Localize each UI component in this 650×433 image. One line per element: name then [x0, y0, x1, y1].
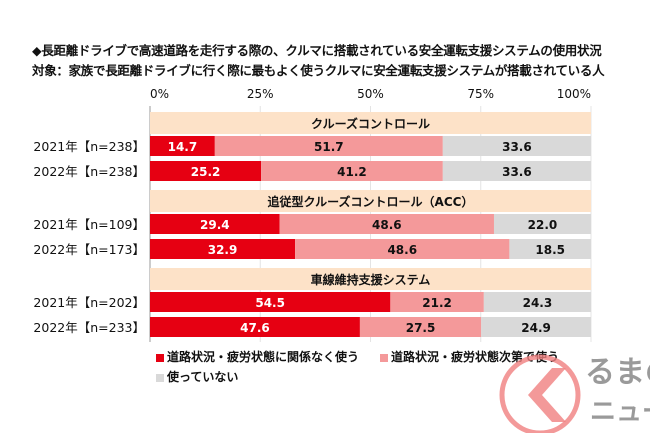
legend-swatch: [156, 353, 164, 362]
svg-text:るまの: るまの: [585, 355, 650, 390]
data-label: 33.6: [502, 165, 532, 179]
legend-label: 使っていない: [167, 370, 239, 384]
bar-segment: [150, 136, 215, 156]
x-tick-label: 100%: [557, 87, 591, 101]
bar-segment: [390, 292, 484, 312]
data-label: 25.2: [191, 165, 221, 179]
data-label: 14.7: [168, 140, 198, 154]
bar-segment: [261, 161, 443, 181]
bar-segment: [150, 161, 262, 181]
group-header: [150, 112, 591, 134]
data-label: 47.6: [240, 321, 270, 335]
group-header-label: 車線維持支援システム: [311, 272, 431, 287]
chart-subtitle: 対象：家族で長距離ドライブに行く際に最もよく使うクルマに安全運転支援システムが搭…: [32, 63, 605, 78]
x-tick-label: 50%: [357, 87, 384, 101]
data-label: 32.9: [208, 243, 238, 257]
row-label: 2021年【n=202】: [33, 295, 145, 310]
group-header: [150, 190, 591, 212]
legend-label: 道路状況・疲労状態に関係なく使う: [167, 350, 360, 364]
row-label: 2022年【n=233】: [33, 320, 145, 335]
data-label: 21.2: [422, 296, 452, 310]
bar-segment: [150, 292, 391, 312]
legend-item-2: 使っていない: [156, 368, 238, 385]
bar-segment: [150, 239, 296, 259]
bar-segment: [214, 136, 443, 156]
bar-segment: [359, 317, 482, 337]
legend-item-1: 道路状況・疲労状態次第で使う: [380, 348, 559, 365]
legend-swatch: [156, 373, 164, 382]
data-label: 33.6: [502, 140, 532, 154]
bar-segment: [442, 136, 591, 156]
watermark-logo: るまの ニュース: [499, 354, 650, 433]
row-label: 2021年【n=109】: [33, 217, 145, 232]
svg-text:ニュース: ニュース: [590, 397, 650, 427]
bar-segment: [295, 239, 510, 259]
x-tick-label: 75%: [467, 87, 494, 101]
data-label: 22.0: [528, 218, 558, 232]
data-label: 54.5: [255, 296, 285, 310]
bar-segment: [150, 214, 280, 234]
bar-segment: [493, 214, 591, 234]
bar-segment: [509, 239, 591, 259]
group-header: [150, 268, 591, 290]
data-label: 41.2: [337, 165, 367, 179]
data-label: 29.4: [200, 218, 230, 232]
x-tick-label: 25%: [247, 87, 274, 101]
data-label: 48.6: [387, 243, 417, 257]
row-label: 2022年【n=173】: [33, 242, 145, 257]
bar-segment: [481, 317, 591, 337]
legend-label: 道路状況・疲労状態次第で使う: [391, 350, 560, 364]
legend-swatch: [380, 353, 388, 362]
bar-segment: [150, 317, 360, 337]
bar-segment: [279, 214, 494, 234]
data-label: 24.3: [523, 296, 553, 310]
row-label: 2021年【n=238】: [33, 139, 145, 154]
group-header-label: クルーズコントロール: [311, 116, 430, 131]
bar-segment: [442, 161, 591, 181]
group-header-label: 追従型クルーズコントロール（ACC）: [268, 194, 474, 209]
data-label: 27.5: [406, 321, 436, 335]
data-label: 24.9: [521, 321, 551, 335]
data-label: 51.7: [314, 140, 344, 154]
x-tick-label: 0%: [150, 87, 169, 101]
row-label: 2022年【n=238】: [33, 164, 145, 179]
data-label: 48.6: [372, 218, 402, 232]
data-label: 18.5: [535, 243, 565, 257]
legend-item-0: 道路状況・疲労状態に関係なく使う: [156, 348, 359, 365]
chart-title: ◆長距離ドライブで高速道路を走行する際の、クルマに搭載されている安全運転支援シス…: [32, 43, 602, 58]
bar-segment: [483, 292, 591, 312]
